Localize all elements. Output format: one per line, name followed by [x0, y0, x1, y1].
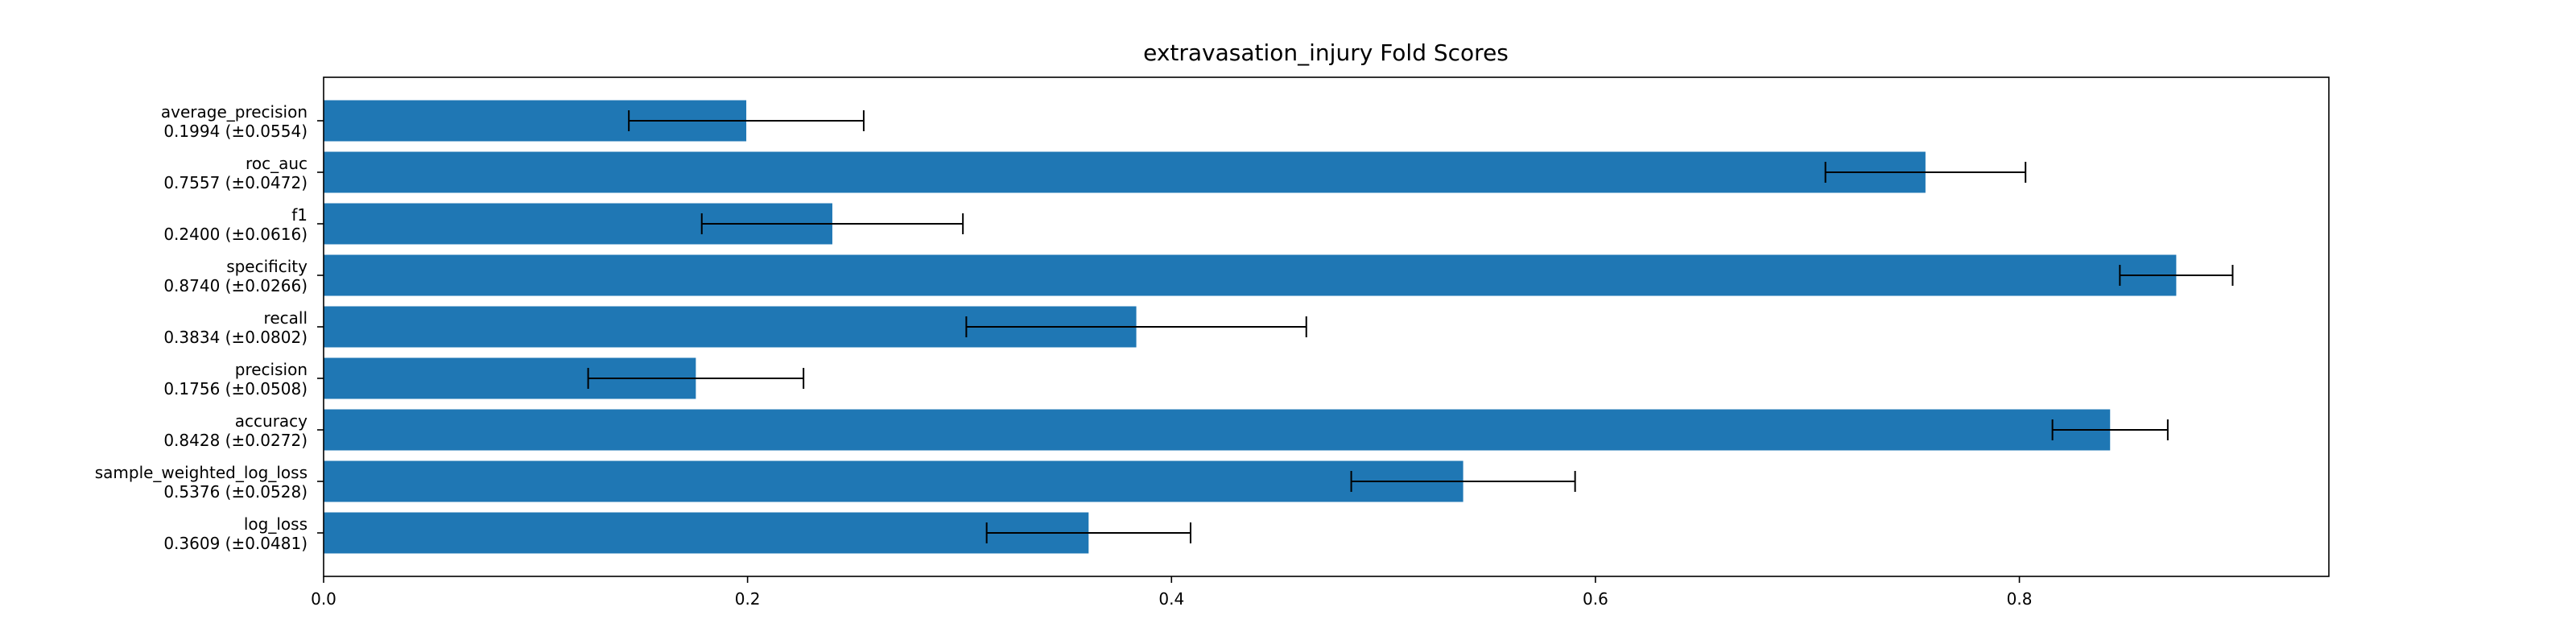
- category-label: accuracy: [235, 411, 308, 431]
- bar: [324, 512, 1089, 554]
- category-label: f1: [291, 205, 308, 225]
- category-score-label: 0.8428 (±0.0272): [163, 431, 308, 450]
- category-score-label: 0.8740 (±0.0266): [163, 276, 308, 295]
- category-score-label: 0.2400 (±0.0616): [163, 225, 308, 244]
- x-tick-label: 0.4: [1158, 589, 1184, 609]
- bar: [324, 409, 2111, 451]
- x-tick-label: 0.8: [2007, 589, 2033, 609]
- category-label: precision: [235, 360, 308, 379]
- category-score-label: 0.5376 (±0.0528): [163, 482, 308, 502]
- bars-layer: [324, 100, 2177, 554]
- category-label: average_precision: [161, 102, 308, 122]
- plot-frame: [323, 76, 2330, 577]
- bar: [324, 254, 2177, 296]
- category-score-label: 0.3834 (±0.0802): [163, 328, 308, 347]
- x-tick-label: 0.6: [1583, 589, 1608, 609]
- category-label: log_loss: [244, 514, 308, 534]
- category-score-label: 0.1994 (±0.0554): [163, 122, 308, 141]
- category-label: recall: [264, 308, 308, 328]
- chart-title: extravasation_injury Fold Scores: [1143, 39, 1509, 66]
- x-tick-label: 0.2: [735, 589, 761, 609]
- x-axis-ticks-layer: 0.0 0.2 0.4 0.6 0.8: [311, 576, 2032, 609]
- x-tick-label: 0.0: [311, 589, 336, 609]
- error-bars-layer: [587, 110, 2234, 543]
- category-label: sample_weighted_log_loss: [95, 463, 308, 482]
- bar: [324, 151, 1926, 193]
- bar: [324, 460, 1463, 502]
- category-score-label: 0.7557 (±0.0472): [163, 173, 308, 192]
- category-label: roc_auc: [246, 154, 308, 173]
- category-score-label: 0.3609 (±0.0481): [163, 534, 308, 553]
- category-score-label: 0.1756 (±0.0508): [163, 379, 308, 398]
- category-label: specificity: [226, 257, 308, 276]
